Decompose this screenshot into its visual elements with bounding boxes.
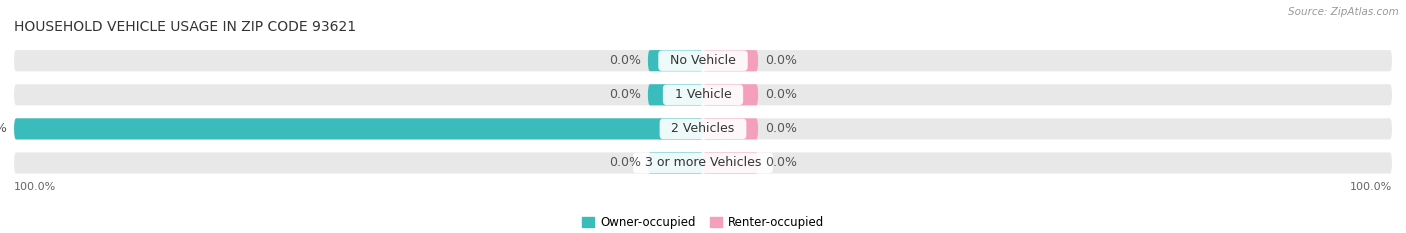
- Text: No Vehicle: No Vehicle: [662, 54, 744, 67]
- Text: Source: ZipAtlas.com: Source: ZipAtlas.com: [1288, 7, 1399, 17]
- FancyBboxPatch shape: [14, 118, 703, 140]
- FancyBboxPatch shape: [648, 84, 703, 105]
- Text: 2 Vehicles: 2 Vehicles: [664, 122, 742, 135]
- FancyBboxPatch shape: [703, 118, 758, 140]
- Text: 0.0%: 0.0%: [609, 88, 641, 101]
- Text: 0.0%: 0.0%: [609, 54, 641, 67]
- Text: 0.0%: 0.0%: [765, 88, 797, 101]
- Text: 0.0%: 0.0%: [765, 157, 797, 169]
- FancyBboxPatch shape: [648, 50, 703, 71]
- FancyBboxPatch shape: [703, 152, 758, 174]
- Text: HOUSEHOLD VEHICLE USAGE IN ZIP CODE 93621: HOUSEHOLD VEHICLE USAGE IN ZIP CODE 9362…: [14, 20, 356, 34]
- Text: 100.0%: 100.0%: [14, 182, 56, 192]
- FancyBboxPatch shape: [14, 152, 1392, 174]
- Text: 0.0%: 0.0%: [765, 54, 797, 67]
- Text: 100.0%: 100.0%: [0, 122, 7, 135]
- FancyBboxPatch shape: [703, 50, 758, 71]
- FancyBboxPatch shape: [14, 50, 1392, 71]
- Text: 3 or more Vehicles: 3 or more Vehicles: [637, 157, 769, 169]
- FancyBboxPatch shape: [648, 152, 703, 174]
- Text: 100.0%: 100.0%: [1350, 182, 1392, 192]
- Text: 0.0%: 0.0%: [765, 122, 797, 135]
- Legend: Owner-occupied, Renter-occupied: Owner-occupied, Renter-occupied: [582, 216, 824, 229]
- FancyBboxPatch shape: [14, 118, 1392, 140]
- Text: 1 Vehicle: 1 Vehicle: [666, 88, 740, 101]
- Text: 0.0%: 0.0%: [609, 157, 641, 169]
- FancyBboxPatch shape: [14, 84, 1392, 105]
- FancyBboxPatch shape: [703, 84, 758, 105]
